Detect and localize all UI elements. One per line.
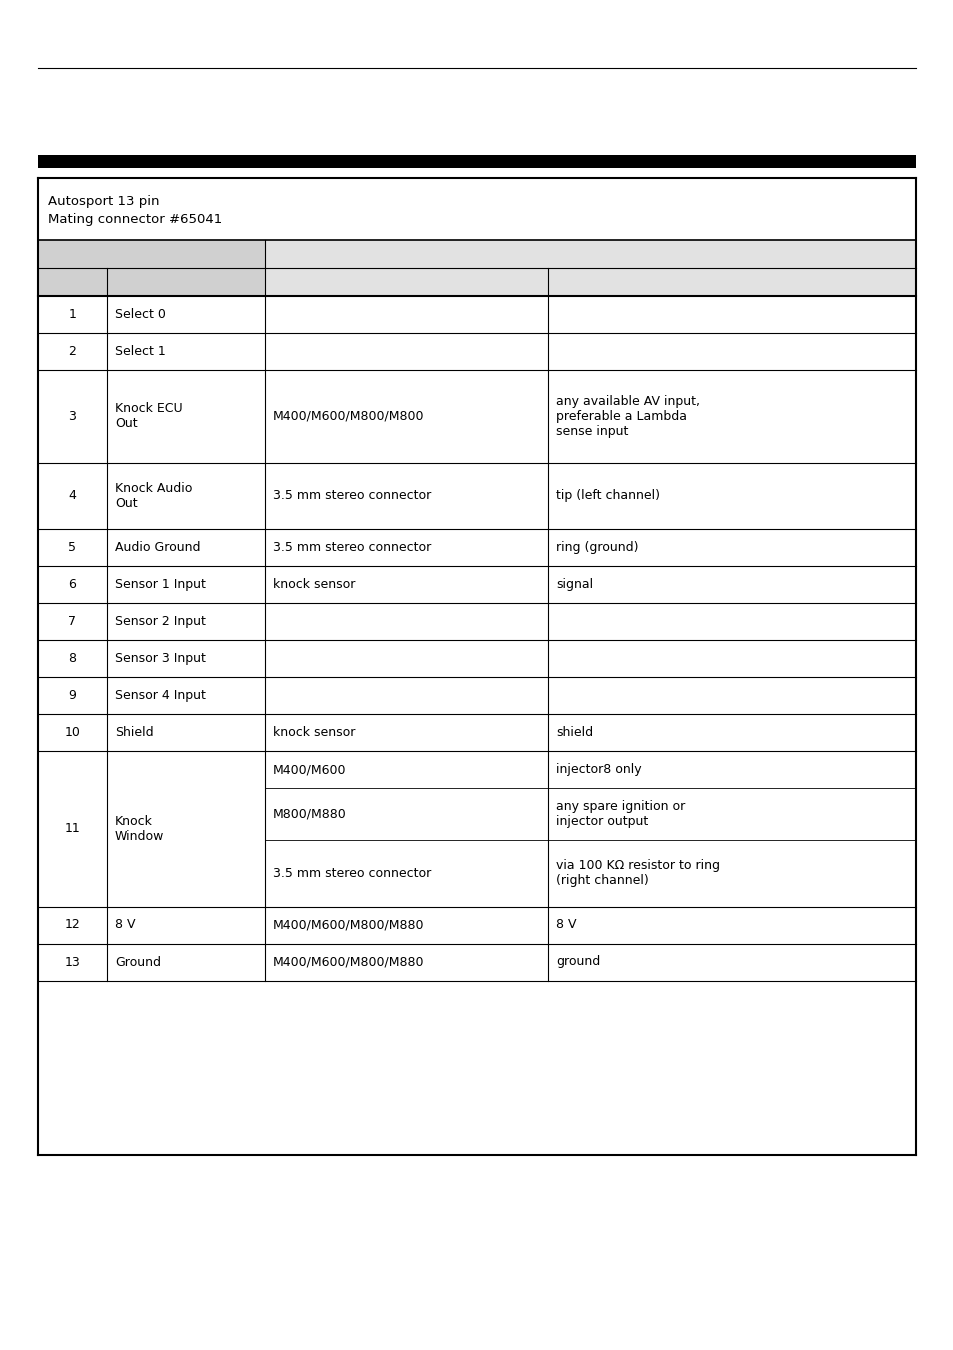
Text: Sensor 1 Input: Sensor 1 Input [115,578,206,591]
Text: 8: 8 [69,652,76,666]
Text: 3.5 mm stereo connector: 3.5 mm stereo connector [273,867,431,880]
Bar [38,370,915,463]
Bar [265,269,547,296]
Text: 3: 3 [69,410,76,423]
Text: any spare ignition or
injector output: any spare ignition or injector output [556,801,684,828]
Text: knock sensor: knock sensor [273,578,355,591]
Bar [265,240,915,269]
Bar [38,178,915,240]
Text: 11: 11 [65,822,80,836]
Bar [38,463,915,529]
Text: ring (ground): ring (ground) [556,541,638,554]
Text: Ground: Ground [115,956,161,968]
Text: Shield: Shield [115,726,153,738]
Text: Autosport 13 pin: Autosport 13 pin [48,194,159,208]
Text: M400/M600/M800/M880: M400/M600/M800/M880 [273,956,424,968]
Bar [38,333,915,370]
Text: Knock
Window: Knock Window [115,815,164,842]
Text: Mating connector #65041: Mating connector #65041 [48,212,222,225]
Text: 2: 2 [69,346,76,358]
Bar [38,751,915,906]
Text: Select 1: Select 1 [115,346,166,358]
Text: Knock ECU
Out: Knock ECU Out [115,402,182,431]
Bar [38,906,915,944]
Text: Select 0: Select 0 [115,308,166,321]
Text: tip (left channel): tip (left channel) [556,489,659,502]
Text: M400/M600/M800/M880: M400/M600/M800/M880 [273,918,424,932]
Text: ground: ground [556,956,599,968]
Text: 8 V: 8 V [115,918,135,932]
Bar [38,296,915,333]
Text: Audio Ground: Audio Ground [115,541,200,554]
Text: 3.5 mm stereo connector: 3.5 mm stereo connector [273,489,431,502]
Text: 7: 7 [69,616,76,628]
Text: Sensor 3 Input: Sensor 3 Input [115,652,206,666]
Text: 3.5 mm stereo connector: 3.5 mm stereo connector [273,541,431,554]
Bar [38,678,915,714]
Bar [38,269,107,296]
Text: knock sensor: knock sensor [273,726,355,738]
Text: injector8 only: injector8 only [556,763,641,776]
Bar [38,240,265,269]
Text: shield: shield [556,726,593,738]
Text: 6: 6 [69,578,76,591]
Text: signal: signal [556,578,593,591]
Bar [107,269,265,296]
Bar [547,269,915,296]
Text: M400/M600/M800/M800: M400/M600/M800/M800 [273,410,424,423]
Text: 9: 9 [69,688,76,702]
Bar [38,155,915,167]
Text: 4: 4 [69,489,76,502]
Text: any available AV input,
preferable a Lambda
sense input: any available AV input, preferable a Lam… [556,394,700,437]
Text: 1: 1 [69,308,76,321]
Text: Sensor 2 Input: Sensor 2 Input [115,616,206,628]
Bar [38,714,915,751]
Bar [38,944,915,980]
Bar [38,529,915,566]
Text: M800/M880: M800/M880 [273,807,346,821]
Bar [38,566,915,603]
Text: Sensor 4 Input: Sensor 4 Input [115,688,206,702]
Bar [38,603,915,640]
Text: 5: 5 [69,541,76,554]
Text: Knock Audio
Out: Knock Audio Out [115,482,193,510]
Text: via 100 KΩ resistor to ring
(right channel): via 100 KΩ resistor to ring (right chann… [556,859,720,887]
Text: 10: 10 [65,726,80,738]
Text: 12: 12 [65,918,80,932]
Text: 8 V: 8 V [556,918,576,932]
Text: 13: 13 [65,956,80,968]
Bar [38,640,915,678]
Text: M400/M600: M400/M600 [273,763,346,776]
Bar [38,178,915,1156]
